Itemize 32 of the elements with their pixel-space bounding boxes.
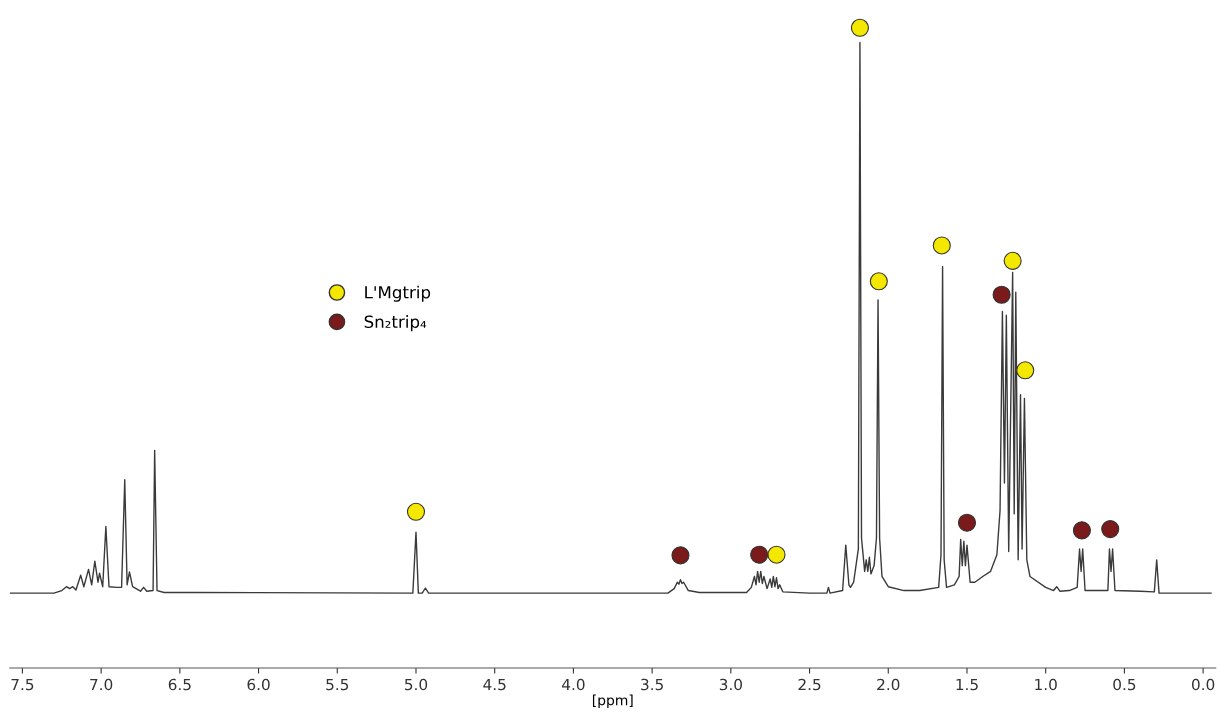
x-tick-label: 3.5 bbox=[641, 678, 663, 691]
x-tick-label: 7.5 bbox=[11, 678, 34, 691]
point bbox=[1072, 521, 1091, 540]
x-tick-label: 1.5 bbox=[956, 678, 978, 691]
point bbox=[1003, 251, 1022, 270]
point bbox=[869, 272, 888, 291]
x-tick-label: 1.0 bbox=[1035, 678, 1057, 691]
x-tick-label: 6.0 bbox=[247, 678, 270, 691]
x-tick-label: 6.5 bbox=[168, 678, 191, 691]
point bbox=[767, 545, 786, 564]
point bbox=[992, 285, 1011, 304]
point bbox=[1101, 520, 1120, 539]
point bbox=[1016, 361, 1035, 380]
point bbox=[671, 546, 690, 565]
x-tick-label: 4.5 bbox=[483, 678, 506, 691]
point bbox=[406, 502, 426, 521]
point bbox=[957, 513, 977, 532]
point bbox=[750, 545, 769, 564]
legend-label: Sn₂trip₄ bbox=[364, 315, 427, 332]
x-tick-label: 4.0 bbox=[562, 678, 585, 691]
x-tick-label: 3.0 bbox=[719, 678, 742, 691]
point bbox=[932, 236, 951, 255]
x-axis-title: [ppm] bbox=[592, 694, 633, 709]
x-tick-label: 0.5 bbox=[1113, 678, 1136, 691]
x-tick-label: 0.0 bbox=[1191, 678, 1215, 691]
x-tick-label: 2.5 bbox=[798, 678, 821, 691]
x-tick-label: 5.0 bbox=[405, 678, 428, 691]
point bbox=[850, 18, 869, 37]
legend-label: L'Mgtrip bbox=[365, 285, 431, 302]
x-tick-label: 7.0 bbox=[90, 678, 113, 691]
x-tick-label: 5.5 bbox=[326, 678, 349, 691]
x-tick-label: 2.0 bbox=[877, 678, 900, 691]
